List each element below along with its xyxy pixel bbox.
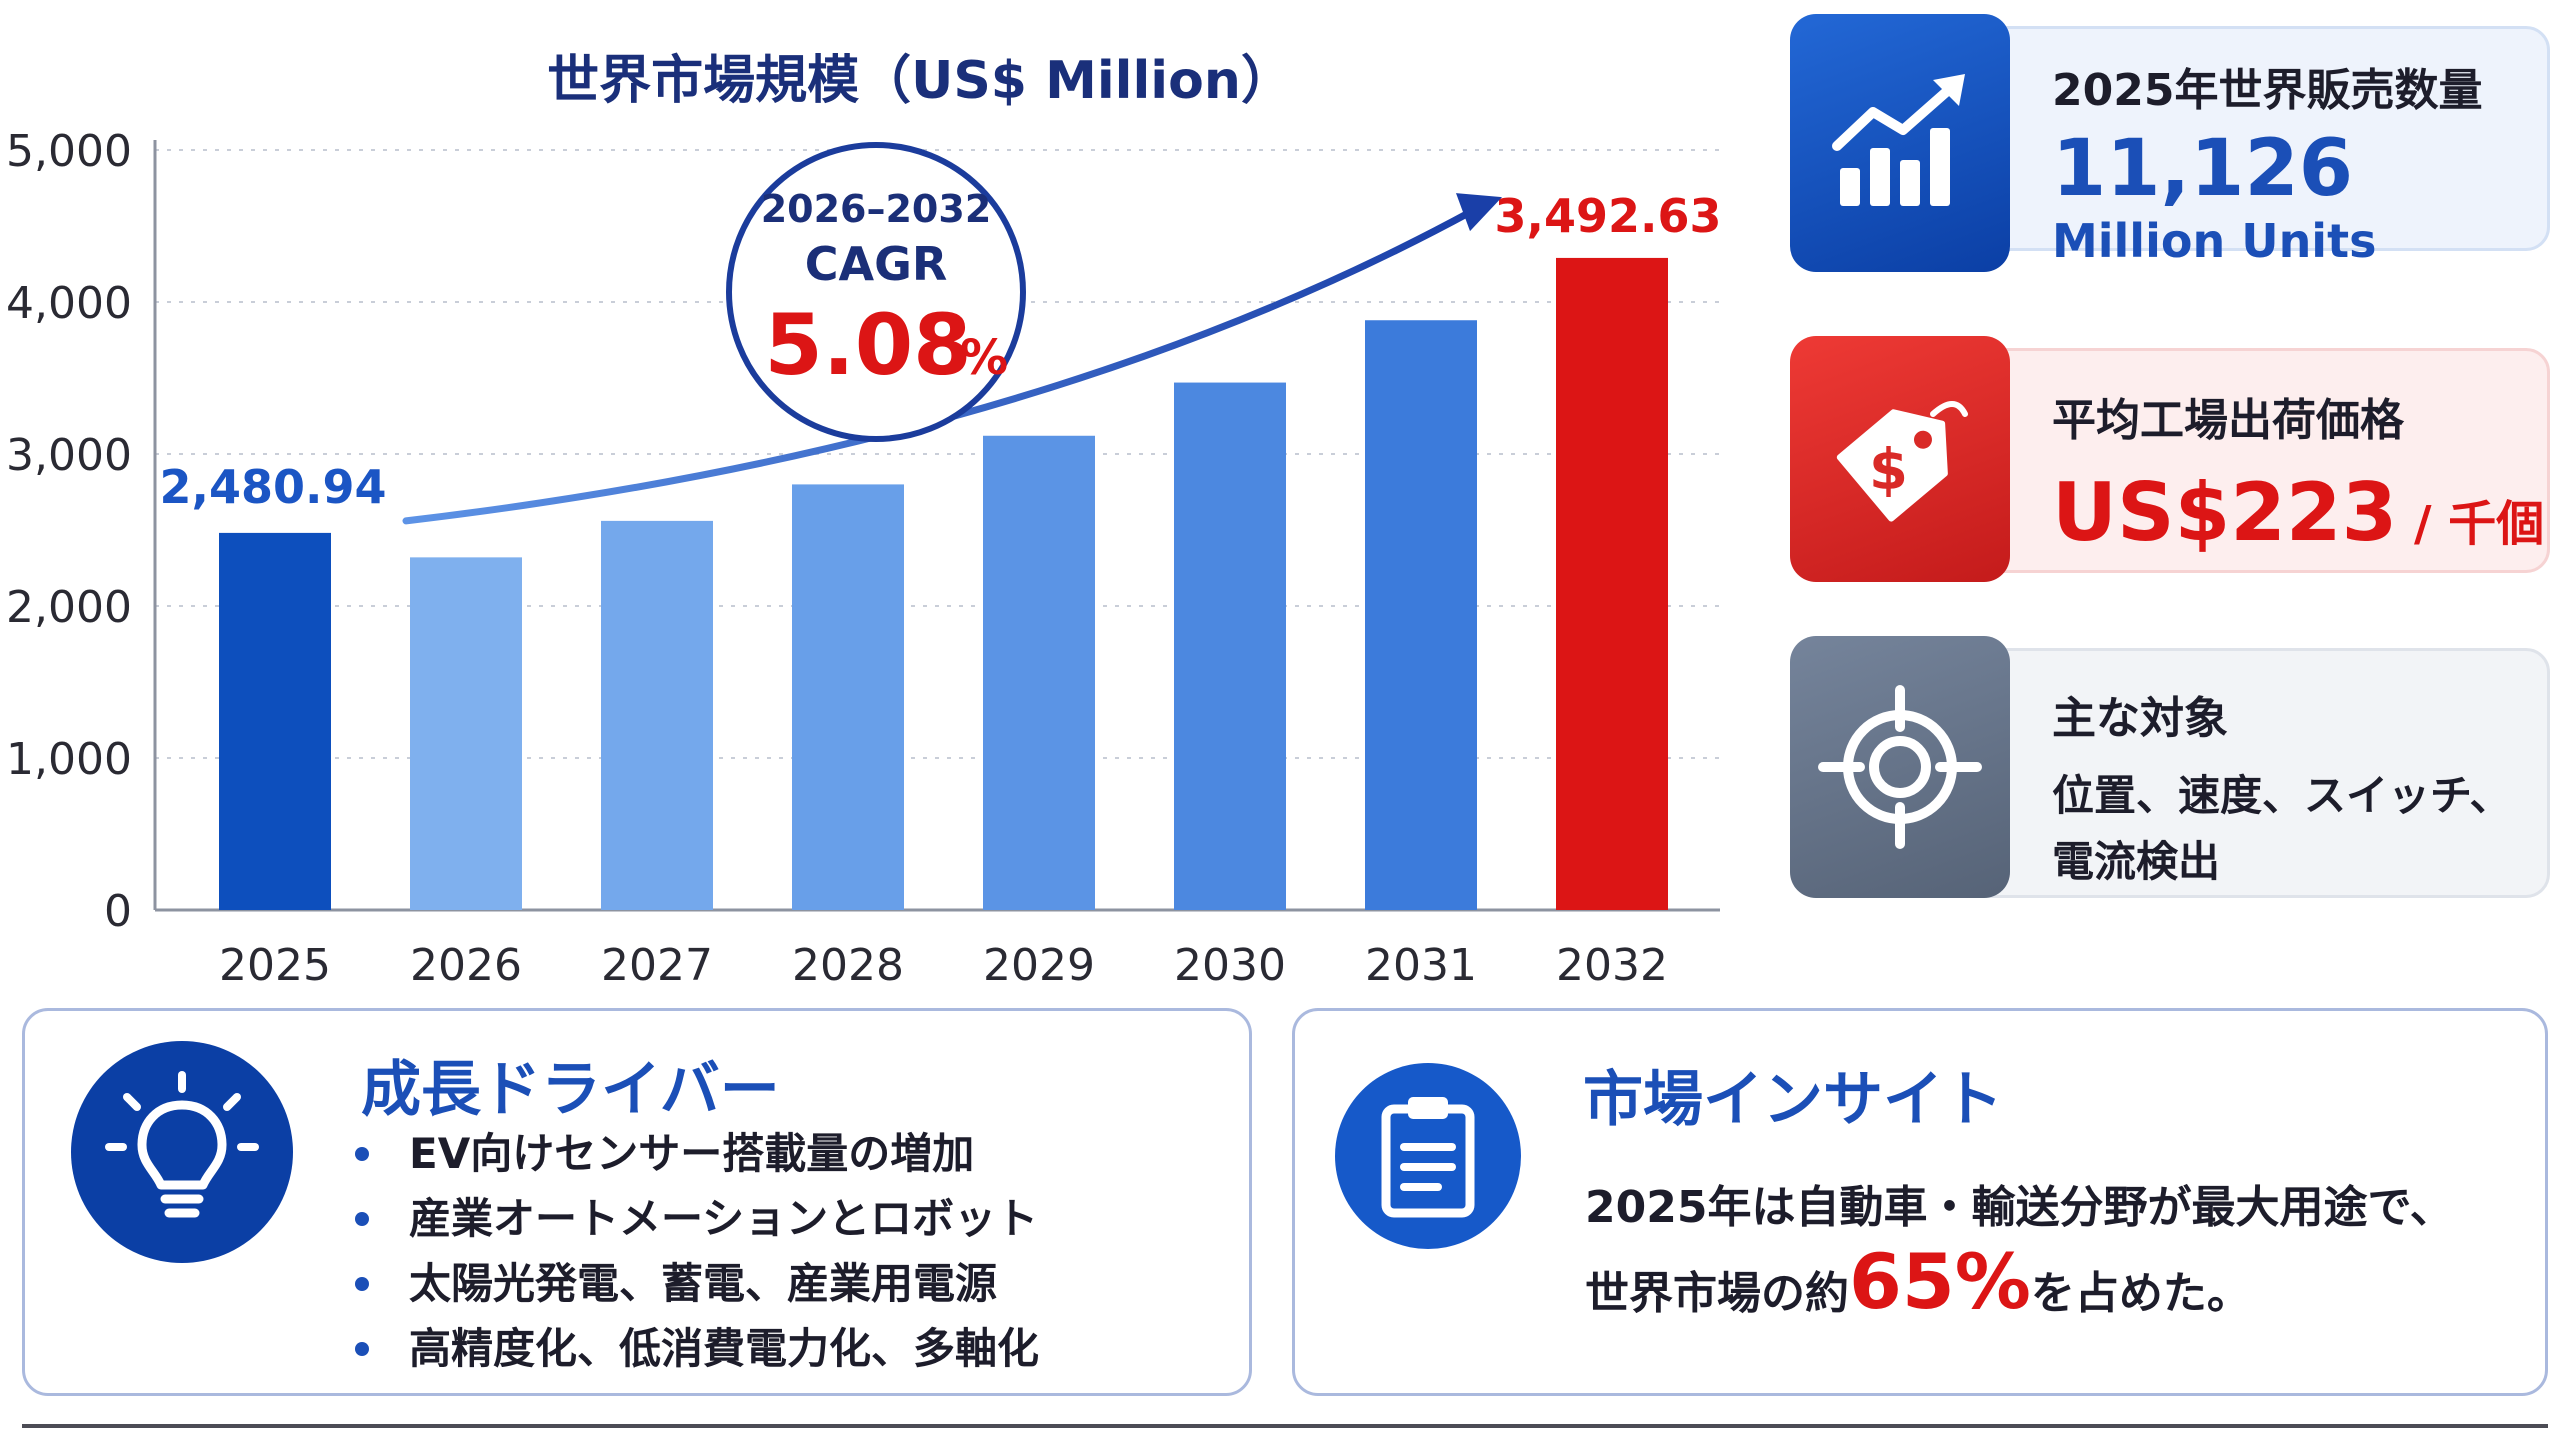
bullet-icon — [355, 1341, 369, 1356]
sales-volume-value: 11,126 — [2052, 124, 2353, 214]
sales-volume-label: 2025年世界販売数量 — [2052, 65, 2483, 116]
bar-2026 — [410, 557, 522, 910]
list-item: 産業オートメーションとロボット — [355, 1186, 1039, 1251]
chart-canvas: 5,000 4,000 3,000 2,000 1,000 0 2025 2026 2027 20… — [6, 126, 1722, 991]
list-item: EV向けセンサー搭載量の増加 — [355, 1121, 1039, 1186]
bar-2030 — [1174, 382, 1286, 910]
factory-price-label: 平均工場出荷価格 — [2052, 395, 2404, 446]
chart-title: 世界市場規模（US$ Million） — [547, 51, 1293, 111]
main-targets-card: 主な対象 位置、速度、スイッチ、 電流検出 — [1790, 636, 2550, 898]
y-tick-label: 4,000 — [6, 278, 132, 329]
market-insight-title: 市場インサイト — [1583, 1065, 2003, 1135]
main-targets-line1: 位置、速度、スイッチ、 — [2052, 771, 2512, 820]
x-tick-label: 2031 — [1365, 940, 1477, 991]
market-insight-line2: 世界市場の約65%を占めた。 — [1585, 1237, 2251, 1326]
bar-2031 — [1365, 320, 1477, 910]
x-tick-label: 2028 — [792, 940, 904, 991]
y-tick-label: 2,000 — [6, 582, 132, 633]
growth-drivers-list: EV向けセンサー搭載量の増加 産業オートメーションとロボット 太陽光発電、蓄電、… — [355, 1121, 1039, 1381]
y-tick-label: 3,000 — [6, 430, 132, 481]
factory-price-unit: / 千個 — [2397, 496, 2545, 552]
growth-drivers-title: 成長ドライバー — [361, 1055, 780, 1125]
factory-price-value-row: US$223 / 千個 — [2052, 466, 2544, 559]
clipboard-icon — [1335, 1063, 1521, 1249]
bar-2028 — [792, 484, 904, 910]
market-insight-line1: 2025年は自動車・輸送分野が最大用途で、 — [1585, 1182, 2454, 1233]
bar-2027 — [601, 520, 713, 910]
x-tick-label: 2029 — [983, 940, 1095, 991]
bullet-icon — [355, 1146, 369, 1161]
cagr-unit: % — [960, 330, 1008, 386]
main-targets-label: 主な対象 — [2052, 693, 2228, 744]
growth-drivers-box: 成長ドライバー EV向けセンサー搭載量の増加 産業オートメーションとロボット 太… — [22, 1008, 1252, 1396]
bullet-icon — [355, 1211, 369, 1226]
lightbulb-icon — [71, 1041, 293, 1263]
sales-volume-card: 2025年世界販売数量 11,126 Million Units — [1790, 14, 2550, 272]
svg-text:$: $ — [1869, 438, 1908, 503]
bullet-icon — [355, 1276, 369, 1291]
list-item: 太陽光発電、蓄電、産業用電源 — [355, 1251, 1039, 1316]
bar-2025 — [219, 532, 331, 910]
price-tag-icon: $ — [1790, 336, 2010, 582]
cagr-label: CAGR — [805, 237, 948, 291]
y-tick-label: 1,000 — [6, 734, 132, 785]
cagr-period: 2026–2032 — [761, 187, 992, 231]
card-panel — [1960, 26, 2550, 251]
cagr-value: 5.08 — [764, 296, 971, 394]
factory-price-card: $ 平均工場出荷価格 US$223 / 千個 — [1790, 336, 2550, 586]
main-targets-line2: 電流検出 — [2052, 837, 2221, 886]
y-tick-label: 5,000 — [6, 126, 132, 177]
x-tick-label: 2025 — [219, 940, 331, 991]
x-tick-label: 2030 — [1174, 940, 1286, 991]
data-label-first: 2,480.94 — [160, 460, 387, 514]
cagr-badge — [726, 142, 1026, 442]
target-icon — [1790, 636, 2010, 898]
bar-2032 — [1556, 257, 1668, 910]
x-tick-label: 2027 — [601, 940, 713, 991]
card-panel — [1960, 648, 2550, 898]
x-tick-label: 2026 — [410, 940, 522, 991]
list-item: 高精度化、低消費電力化、多軸化 — [355, 1316, 1039, 1381]
factory-price-value: US$223 — [2052, 466, 2398, 559]
x-tick-label: 2032 — [1556, 940, 1668, 991]
market-insight-box: 市場インサイト 2025年は自動車・輸送分野が最大用途で、 世界市場の約65%を… — [1292, 1008, 2548, 1396]
y-tick-label: 0 — [104, 886, 132, 937]
bar-2029 — [983, 435, 1095, 910]
data-label-last: 3,492.63 — [1495, 189, 1722, 243]
trend-arrow — [402, 207, 1476, 525]
sales-volume-unit: Million Units — [2052, 214, 2377, 268]
bar-chart-up-icon — [1790, 14, 2010, 272]
divider — [22, 1424, 2548, 1428]
trend-arrowhead — [1456, 193, 1502, 232]
market-size-chart: 世界市場規模（US$ Million） 5,000 4,000 3,000 2,000… — [0, 0, 1760, 1000]
share-highlight: 65% — [1849, 1237, 2031, 1326]
